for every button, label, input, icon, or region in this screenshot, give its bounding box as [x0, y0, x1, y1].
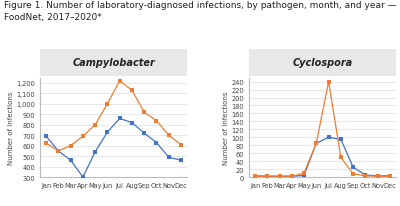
Text: Campylobacter: Campylobacter — [72, 58, 155, 68]
Y-axis label: Number of Infections: Number of Infections — [8, 91, 14, 164]
Text: Figure 1. Number of laboratory-diagnosed infections, by pathogen, month, and yea: Figure 1. Number of laboratory-diagnosed… — [4, 1, 397, 22]
Y-axis label: Number of Infections: Number of Infections — [223, 91, 229, 164]
Text: Cyclospora: Cyclospora — [292, 58, 352, 68]
